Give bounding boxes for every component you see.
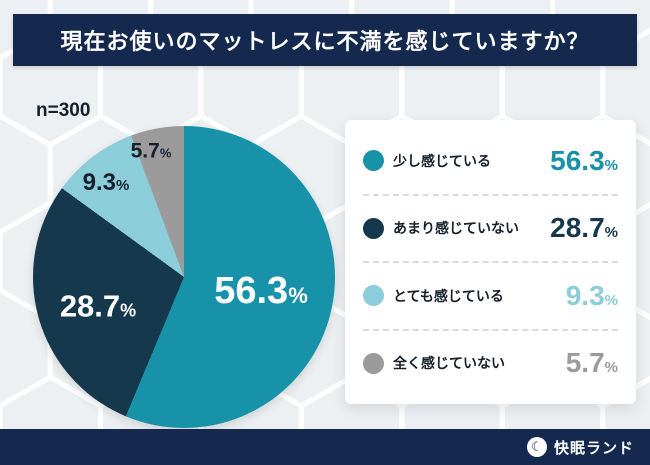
legend-value: 5.7% <box>566 349 618 377</box>
chart-title: 現在お使いのマットレスに不満を感じていますか？ <box>60 29 590 54</box>
percent-sign: % <box>604 359 618 377</box>
legend-item-not-much: あまり感じていない 28.7% <box>363 196 618 263</box>
legend-color-dot <box>363 150 384 172</box>
percent-sign: % <box>604 156 618 174</box>
pie-slice-label-a-little: 56.3% <box>214 272 308 310</box>
legend-value-number: 56.3 <box>550 144 605 176</box>
moon-logo-icon: ☾ <box>526 437 547 457</box>
legend-item-not-at-all: 全く感じていない 5.7% <box>363 331 618 397</box>
percent-sign: % <box>604 291 618 309</box>
title-banner: 現在お使いのマットレスに不満を感じていますか？ <box>13 14 637 66</box>
pie-slice-label-very-much: 9.3% <box>83 171 130 195</box>
legend-value-number: 9.3 <box>565 279 605 311</box>
pie-slice-label-not-much: 28.7% <box>60 291 136 322</box>
percent-sign: % <box>288 283 308 308</box>
sample-size-label: n=300 <box>36 100 91 121</box>
legend-color-dot <box>363 285 384 307</box>
legend-item-a-little: 少し感じている 56.3% <box>363 128 618 196</box>
legend-color-dot <box>363 217 384 239</box>
percent-sign: % <box>116 177 130 194</box>
slice-value: 56.3 <box>214 270 289 312</box>
pie-graphic <box>33 126 335 428</box>
legend-value: 9.3% <box>565 279 618 311</box>
legend-label: 少し感じている <box>393 152 491 169</box>
legend-value-number: 28.7 <box>550 212 605 244</box>
legend-value-number: 5.7 <box>565 347 605 379</box>
slice-value: 28.7 <box>59 288 121 324</box>
legend-label: あまり感じていない <box>393 220 519 237</box>
pie-slice-label-not-at-all: 5.7% <box>131 141 172 162</box>
slice-value: 5.7 <box>130 139 160 163</box>
pie-chart: 56.3% 28.7% 9.3% 5.7% <box>33 126 335 428</box>
legend-color-dot <box>363 352 384 374</box>
percent-sign: % <box>604 224 618 242</box>
legend-card: 少し感じている 56.3% あまり感じていない 28.7% とても感じている 9… <box>345 120 636 404</box>
percent-sign: % <box>120 300 137 321</box>
legend-value: 28.7% <box>550 214 618 242</box>
legend-label: とても感じている <box>393 287 504 304</box>
brand-name: 快眠ランド <box>553 439 634 457</box>
legend-value: 56.3% <box>550 144 618 176</box>
percent-sign: % <box>159 145 172 161</box>
slice-value: 9.3 <box>82 169 117 196</box>
legend-label: 全く感じていない <box>393 355 505 372</box>
legend-item-very-much: とても感じている 9.3% <box>363 263 618 331</box>
footer-bar: ☾ 快眠ランド <box>0 429 650 465</box>
